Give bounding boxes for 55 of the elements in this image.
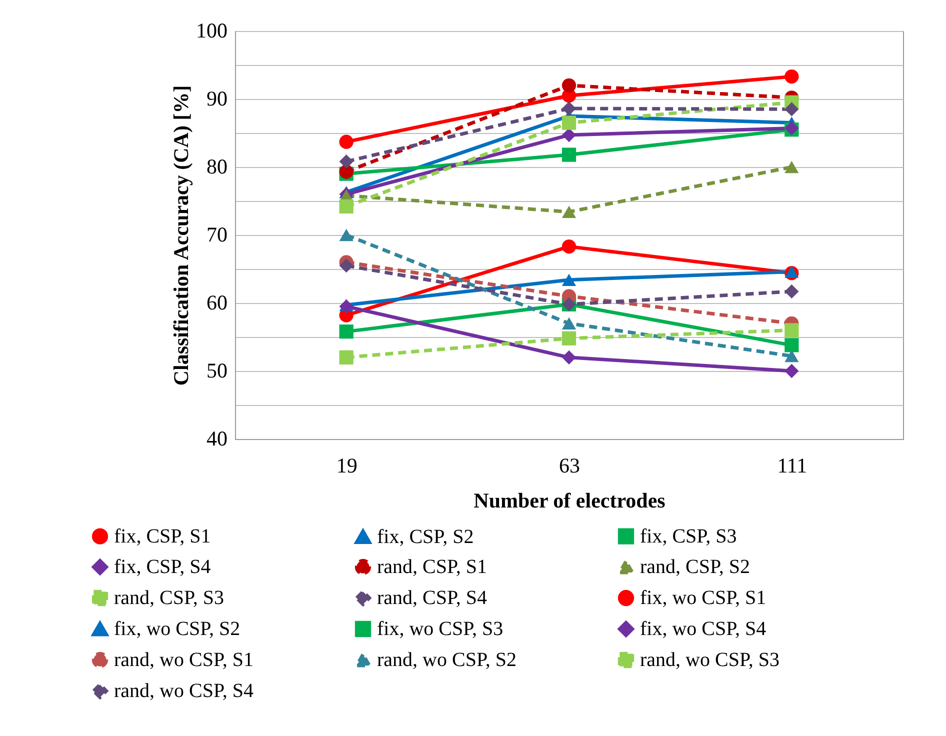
legend-label: fix, CSP, S3	[640, 525, 737, 548]
y-tick-label: 70	[206, 222, 228, 246]
point	[339, 134, 354, 149]
legend-label: rand, CSP, S4	[377, 587, 488, 609]
point	[784, 102, 799, 116]
legend-label: rand, wo CSP, S2	[377, 649, 516, 671]
point	[784, 70, 799, 84]
legend-label: rand, wo CSP, S1	[114, 649, 254, 671]
point	[562, 317, 576, 330]
point	[562, 78, 576, 92]
point	[784, 350, 799, 362]
point	[562, 148, 576, 162]
y-tick-label: 50	[206, 358, 228, 382]
legend-label: fix, wo CSP, S3	[377, 618, 504, 640]
y-axis-title: Classification Accuracy (CA) [%]	[169, 85, 193, 386]
legend-label: rand, CSP, S3	[114, 587, 224, 609]
point	[562, 116, 576, 130]
point	[784, 266, 799, 278]
y-tick-label: 100	[196, 18, 228, 42]
x-tick-label: 63	[559, 454, 580, 478]
legend-label: fix, wo CSP, S1	[640, 587, 766, 609]
point	[784, 323, 799, 338]
point	[784, 364, 799, 378]
point	[339, 324, 354, 339]
point	[339, 350, 354, 364]
point	[562, 206, 576, 218]
point	[562, 274, 576, 286]
point	[784, 338, 799, 352]
point	[562, 101, 576, 116]
legend-label: fix, CSP, S1	[114, 525, 211, 548]
point	[339, 154, 354, 169]
x-axis-title: Number of electrodes	[474, 488, 666, 512]
x-tick-label: 19	[336, 454, 358, 478]
legend-label: rand, wo CSP, S4	[114, 680, 254, 702]
legend-label: rand, CSP, S1	[377, 556, 488, 578]
point	[562, 350, 576, 364]
legend-label: fix, wo CSP, S2	[114, 618, 240, 640]
point	[562, 240, 576, 254]
point	[784, 160, 799, 174]
y-tick-label: 60	[206, 290, 228, 314]
y-tick-label: 40	[206, 426, 228, 450]
legend-label: fix, CSP, S2	[377, 526, 474, 548]
point	[339, 258, 354, 273]
legend-label: rand, CSP, S2	[640, 556, 750, 578]
y-tick-label: 90	[206, 86, 228, 110]
point	[339, 228, 354, 242]
point	[562, 128, 576, 142]
legend-label: fix, wo CSP, S4	[640, 618, 766, 640]
x-tick-label: 111	[777, 454, 808, 478]
legend-label: fix, CSP, S4	[114, 556, 211, 578]
point	[562, 331, 576, 346]
legend-label: rand, wo CSP, S3	[640, 649, 780, 671]
point	[784, 284, 799, 299]
y-tick-label: 80	[206, 154, 228, 178]
point	[339, 199, 354, 214]
